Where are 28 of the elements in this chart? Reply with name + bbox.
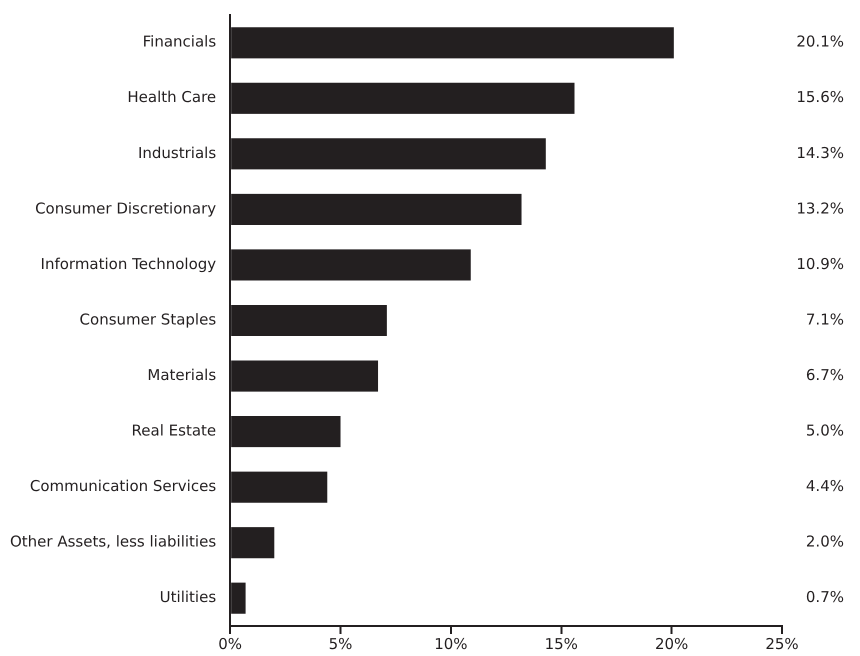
y-tick-label: Information Technology <box>40 254 216 273</box>
y-tick-label: Consumer Staples <box>80 310 216 328</box>
y-tick-label: Materials <box>147 366 216 384</box>
x-tick-label: 15% <box>544 634 578 653</box>
x-tick-label: 20% <box>654 634 688 653</box>
x-tick-label: 5% <box>328 634 352 653</box>
y-tick-label: Consumer Discretionary <box>35 199 216 218</box>
y-tick-label: Other Assets, less liabilities <box>10 532 216 551</box>
y-tick-label: Health Care <box>127 88 216 106</box>
data-label: 15.6% <box>796 88 844 106</box>
x-tick-label: 10% <box>434 634 468 653</box>
data-label: 10.9% <box>796 254 844 273</box>
x-tick-label: 0% <box>218 634 242 653</box>
data-label: 5.0% <box>806 421 844 440</box>
data-label: 2.0% <box>806 532 844 551</box>
data-label: 7.1% <box>806 310 844 328</box>
y-tick-label: Financials <box>142 32 216 51</box>
y-tick-label: Real Estate <box>132 421 216 440</box>
x-tick-label: 25% <box>765 634 799 653</box>
y-tick-label: Industrials <box>138 144 216 162</box>
y-tick-label: Utilities <box>160 588 216 606</box>
y-tick-label: Communication Services <box>30 477 216 496</box>
data-label: 13.2% <box>796 199 844 218</box>
data-label: 6.7% <box>806 366 844 384</box>
data-label: 14.3% <box>796 144 844 162</box>
data-label: 20.1% <box>796 32 844 51</box>
data-label: 0.7% <box>806 588 844 606</box>
data-label: 4.4% <box>806 477 844 496</box>
